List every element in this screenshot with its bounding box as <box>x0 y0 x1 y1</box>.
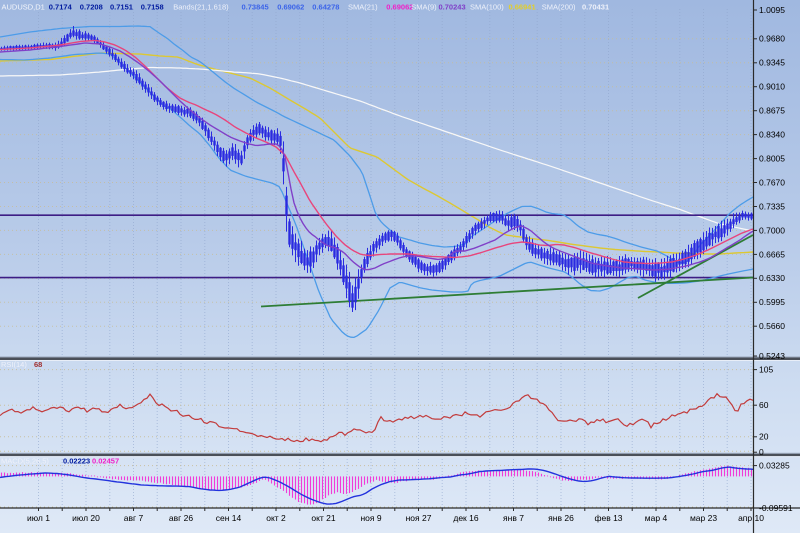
svg-text:дек 16: дек 16 <box>453 513 478 523</box>
svg-text:0.9010: 0.9010 <box>759 82 785 92</box>
svg-text:SMA(21): SMA(21) <box>348 3 378 12</box>
svg-text:мар 4: мар 4 <box>645 513 668 523</box>
svg-text:RSI(14): RSI(14) <box>1 360 27 369</box>
svg-text:июл 20: июл 20 <box>72 513 100 523</box>
svg-text:апр 10: апр 10 <box>738 513 764 523</box>
svg-text:0.7208: 0.7208 <box>80 3 103 12</box>
svg-text:0.8675: 0.8675 <box>759 106 785 116</box>
svg-text:60: 60 <box>759 400 769 410</box>
svg-text:мар 23: мар 23 <box>690 513 717 523</box>
svg-text:авг 7: авг 7 <box>124 513 144 523</box>
svg-text:0.69062: 0.69062 <box>277 3 304 12</box>
svg-text:0.7000: 0.7000 <box>759 225 785 235</box>
svg-text:сен 14: сен 14 <box>216 513 242 523</box>
svg-text:105: 105 <box>759 365 773 375</box>
svg-text:0.66941: 0.66941 <box>509 3 536 12</box>
svg-text:окт 21: окт 21 <box>311 513 336 523</box>
svg-text:фев 13: фев 13 <box>594 513 622 523</box>
svg-text:0.7151: 0.7151 <box>110 3 133 12</box>
svg-text:окт 2: окт 2 <box>266 513 286 523</box>
svg-text:SMA(9): SMA(9) <box>411 3 437 12</box>
svg-text:0.7335: 0.7335 <box>759 201 785 211</box>
svg-text:0.70243: 0.70243 <box>439 3 466 12</box>
svg-text:0.64278: 0.64278 <box>312 3 339 12</box>
svg-text:янв 26: янв 26 <box>548 513 574 523</box>
svg-text:0.02223: 0.02223 <box>63 457 90 466</box>
svg-text:0.5243: 0.5243 <box>759 351 785 361</box>
svg-text:SMA(100): SMA(100) <box>470 3 504 12</box>
svg-text:0: 0 <box>759 447 764 457</box>
svg-text:ноя 9: ноя 9 <box>360 513 381 523</box>
svg-text:0.6330: 0.6330 <box>759 273 785 283</box>
svg-text:0.5660: 0.5660 <box>759 321 785 331</box>
svg-text:1.0095: 1.0095 <box>759 5 785 15</box>
svg-text:янв 7: янв 7 <box>503 513 524 523</box>
svg-text:0.7670: 0.7670 <box>759 177 785 187</box>
svg-text:0.5995: 0.5995 <box>759 297 785 307</box>
svg-text:0.02457: 0.02457 <box>92 457 119 466</box>
svg-text:авг 26: авг 26 <box>169 513 193 523</box>
svg-text:0.03285: 0.03285 <box>759 461 790 471</box>
svg-text:68: 68 <box>34 360 42 369</box>
svg-text:0.7158: 0.7158 <box>141 3 164 12</box>
svg-text:AUDUSD,D1: AUDUSD,D1 <box>2 3 45 12</box>
svg-text:-0.09591: -0.09591 <box>759 503 793 513</box>
svg-text:0.8340: 0.8340 <box>759 130 785 140</box>
svg-text:0.6665: 0.6665 <box>759 249 785 259</box>
svg-text:MACD(5,26,5): MACD(5,26,5) <box>1 457 49 466</box>
svg-text:20: 20 <box>759 432 769 442</box>
svg-text:ноя 27: ноя 27 <box>406 513 432 523</box>
svg-text:0.8005: 0.8005 <box>759 154 785 164</box>
svg-text:0.69062: 0.69062 <box>386 3 413 12</box>
svg-text:0.9680: 0.9680 <box>759 34 785 44</box>
svg-text:Bands(21,1.618): Bands(21,1.618) <box>173 3 229 12</box>
svg-text:SMA(200): SMA(200) <box>542 3 576 12</box>
svg-text:0.70431: 0.70431 <box>582 3 609 12</box>
svg-text:0.9345: 0.9345 <box>759 58 785 68</box>
svg-text:0.73845: 0.73845 <box>242 3 269 12</box>
svg-text:июл 1: июл 1 <box>27 513 50 523</box>
svg-text:0.7174: 0.7174 <box>49 3 73 12</box>
